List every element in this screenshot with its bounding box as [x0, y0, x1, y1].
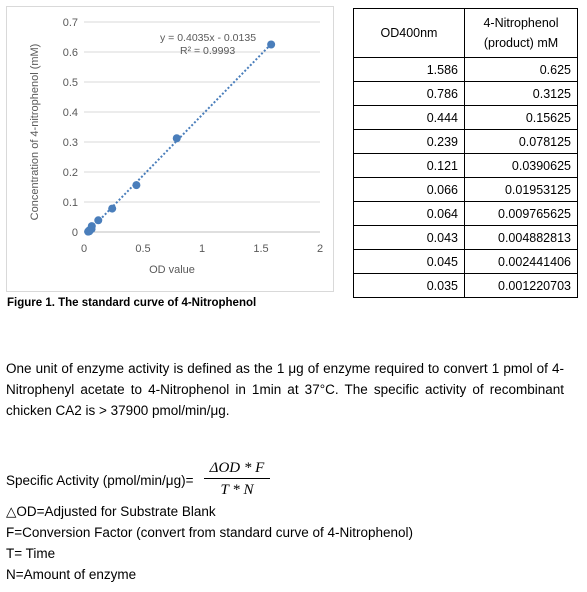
table-row: 0.786 0.3125 [353, 81, 578, 106]
od-cell: 0.045 [353, 249, 465, 274]
data-point [132, 181, 141, 190]
formula-denominator: T * N [220, 482, 254, 498]
od-cell: 0.043 [353, 225, 465, 250]
header-nitrophenol: 4-Nitrophenol (product) mM [464, 8, 578, 58]
concentration-cell: 0.625 [464, 57, 578, 82]
od-cell: 0.239 [353, 129, 465, 154]
y-tick-label: 0.2 [63, 167, 78, 179]
table-row: 0.064 0.009765625 [353, 201, 578, 226]
table-body: 1.586 0.625 0.786 0.3125 0.444 0.15625 0.239 0.… [353, 57, 578, 298]
concentration-cell: 0.001220703 [464, 273, 578, 298]
y-tick-label: 0.3 [63, 137, 78, 149]
y-tick-label: 0.1 [63, 197, 78, 209]
y-tick-label: 0.4 [63, 107, 78, 119]
concentration-cell: 0.0390625 [464, 153, 578, 178]
definition-time: T= Time [6, 546, 56, 561]
x-tick-label: 1.5 [253, 243, 268, 255]
table-row: 0.035 0.001220703 [353, 273, 578, 298]
y-tick-label: 0.6 [63, 47, 78, 59]
od-cell: 1.586 [353, 57, 465, 82]
concentration-cell: 0.078125 [464, 129, 578, 154]
standard-curve-chart: 0 0.1 0.2 0.3 0.4 0.5 0.6 0.7 0 0.5 1 1.5 2 OD value C… [6, 6, 334, 292]
od-cell: 0.064 [353, 201, 465, 226]
formula-numerator: ΔOD * F [204, 458, 270, 479]
data-point [267, 40, 276, 49]
concentration-cell: 0.15625 [464, 105, 578, 130]
concentration-cell: 0.004882813 [464, 225, 578, 250]
table-row: 0.066 0.01953125 [353, 177, 578, 202]
concentration-cell: 0.002441406 [464, 249, 578, 274]
table-header-row: OD400nm 4-Nitrophenol (product) mM [353, 8, 578, 58]
data-point [94, 216, 103, 225]
od-cell: 0.444 [353, 105, 465, 130]
x-tick-label: 2 [317, 243, 323, 255]
table-row: 0.121 0.0390625 [353, 153, 578, 178]
od-cell: 0.786 [353, 81, 465, 106]
definition-conversion-factor: F=Conversion Factor (convert from standa… [6, 525, 414, 540]
od-cell: 0.066 [353, 177, 465, 202]
table-row: 1.586 0.625 [353, 57, 578, 82]
y-tick-label: 0 [72, 227, 78, 239]
concentration-cell: 0.01953125 [464, 177, 578, 202]
x-tick-label: 0.5 [135, 243, 150, 255]
data-point [84, 227, 93, 236]
header-od400: OD400nm [353, 8, 465, 58]
y-tick-label: 0.7 [63, 17, 78, 29]
table-row: 0.444 0.15625 [353, 105, 578, 130]
concentration-cell: 0.009765625 [464, 201, 578, 226]
table-row: 0.239 0.078125 [353, 129, 578, 154]
chart-svg: 0 0.1 0.2 0.3 0.4 0.5 0.6 0.7 0 0.5 1 1.5 2 OD value C… [29, 17, 323, 276]
trendline-equation: R² = 0.9993 [180, 45, 235, 57]
formula-lhs: Specific Activity (pmol/min/μg)= [6, 473, 194, 488]
definition-enzyme-amount: N=Amount of enzyme [6, 567, 137, 582]
y-axis-title: Concentration of 4-nitrophenol (mM) [29, 44, 41, 221]
x-axis-title: OD value [149, 264, 195, 276]
figure-caption: Figure 1. The standard curve of 4-Nitrop… [7, 297, 257, 309]
y-tick-label: 0.5 [63, 77, 78, 89]
formula-fraction: ΔOD * F T * N [204, 458, 270, 499]
table-row: 0.043 0.004882813 [353, 225, 578, 250]
table-row: 0.045 0.002441406 [353, 249, 578, 274]
data-point [172, 134, 181, 143]
concentration-cell: 0.3125 [464, 81, 578, 106]
x-tick-label: 0 [81, 243, 87, 255]
od-cell: 0.035 [353, 273, 465, 298]
od-concentration-table: OD400nm 4-Nitrophenol (product) mM 1.586… [353, 8, 578, 298]
trendline-equation: y = 0.4035x - 0.0135 [160, 32, 256, 44]
od-cell: 0.121 [353, 153, 465, 178]
definition-delta-od: △OD=Adjusted for Substrate Blank [6, 504, 216, 519]
enzyme-activity-paragraph: One unit of enzyme activity is defined a… [6, 361, 564, 418]
data-point [108, 204, 117, 213]
x-tick-label: 1 [199, 243, 205, 255]
